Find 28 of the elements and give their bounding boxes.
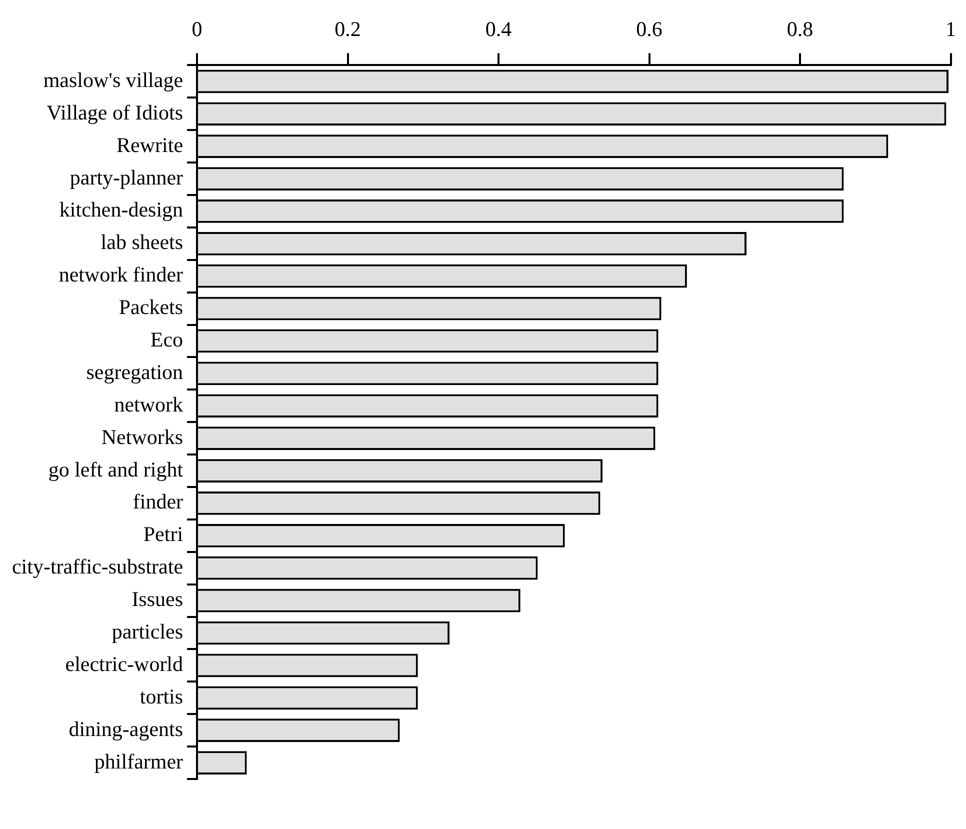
y-tick-label: kitchen-design [59,198,184,222]
y-tick-label: Packets [118,295,184,320]
y-tick-label: segregation [86,360,184,384]
x-tick-label: 0.4 [485,17,512,42]
y-tick-label: dining-agents [68,716,184,741]
y-tick-label: city-traffic-substrate [12,554,184,579]
y-tick-label: finder [132,490,184,514]
y-tick-label: maslow's village [43,68,184,92]
y-tick-label: Eco [150,328,184,352]
y-tick-label: network [114,392,184,416]
y-tick-label: Issues [132,587,184,612]
y-tick-label: philfarmer [94,749,184,774]
y-tick-label: particles [112,620,184,644]
y-tick-label: Village of Idiots [46,100,184,124]
y-tick-label: electric-world [65,652,184,676]
y-tick-label: Petri [143,522,184,546]
y-tick-label: Rewrite [116,132,184,157]
x-tick-label: 0.8 [786,17,814,42]
y-tick-label: network finder [58,262,184,287]
y-tick-label: go left and right [48,457,184,482]
y-tick-label: party-planner [70,165,184,190]
y-tick-label: Networks [101,424,184,449]
y-tick-label: tortis [140,684,184,708]
x-tick-label: 0.6 [636,17,662,42]
x-tick-label: 0.2 [334,17,361,42]
x-tick-label: 0 [192,17,202,42]
x-tick-label: 1 [946,17,956,42]
y-tick-label: lab sheets [100,230,184,254]
